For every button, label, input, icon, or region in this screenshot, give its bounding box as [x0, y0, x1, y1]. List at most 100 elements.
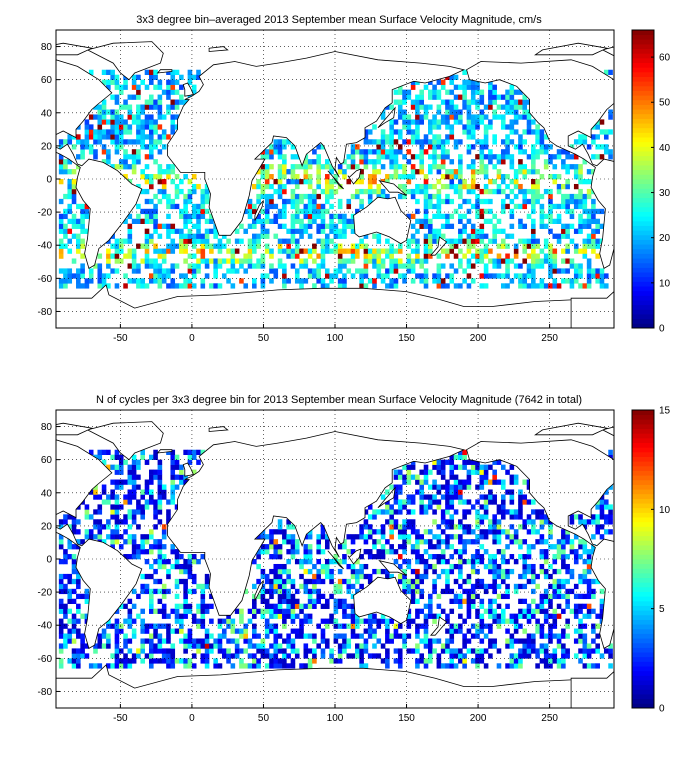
bin-cell	[140, 494, 146, 500]
bin-cell	[526, 603, 532, 609]
bin-cell	[582, 613, 588, 619]
bin-cell	[402, 583, 407, 590]
bin-cell	[153, 633, 158, 639]
bin-cell	[548, 663, 553, 669]
bin-cell	[294, 243, 300, 249]
bin-cell	[475, 464, 480, 470]
bin-cell	[170, 608, 176, 614]
bin-cell	[552, 253, 558, 259]
bin-cell	[513, 653, 519, 659]
bin-cell	[67, 179, 73, 185]
bin-cell	[428, 144, 433, 150]
bin-cell	[509, 124, 515, 130]
bin-cell	[161, 608, 167, 614]
bin-cell	[552, 613, 558, 619]
bin-cell	[449, 469, 455, 475]
bin-cell	[591, 514, 596, 520]
bin-cell	[140, 278, 146, 284]
bin-cell	[466, 99, 472, 105]
bin-cell	[166, 568, 171, 575]
bin-cell	[140, 134, 146, 140]
bin-cell	[179, 99, 184, 105]
bin-cell	[213, 268, 218, 274]
bin-cell	[505, 638, 510, 644]
bin-cell	[131, 484, 137, 490]
bin-cell	[462, 268, 467, 274]
bin-cell	[565, 179, 570, 185]
bin-cell	[453, 169, 459, 175]
bin-cell	[277, 248, 283, 254]
bin-cell	[333, 658, 339, 664]
bin-cell	[76, 573, 81, 580]
bin-cell	[423, 183, 429, 190]
bin-cell	[106, 69, 111, 75]
bin-cell	[573, 183, 579, 190]
bin-cell	[462, 94, 467, 100]
bin-cell	[127, 124, 133, 130]
bin-cell	[548, 273, 553, 279]
bin-cell	[136, 283, 141, 289]
bin-cell	[140, 608, 146, 614]
bin-cell	[88, 268, 94, 274]
bin-cell	[449, 474, 455, 480]
bin-cell	[462, 479, 467, 485]
bin-cell	[419, 159, 425, 165]
bin-cell	[419, 588, 425, 595]
bin-cell	[475, 104, 480, 110]
bin-cell	[415, 479, 420, 485]
bin-cell	[213, 243, 218, 249]
bin-cell	[561, 248, 566, 254]
bin-cell	[101, 633, 107, 639]
bin-cell	[355, 534, 360, 540]
bin-cell	[191, 559, 197, 565]
bin-cell	[565, 169, 570, 175]
bin-cell	[88, 149, 94, 155]
bin-cell	[264, 248, 270, 254]
bin-cell	[479, 618, 485, 624]
bin-cell	[428, 554, 433, 560]
bin-cell	[526, 643, 532, 649]
bin-cell	[204, 648, 210, 654]
bin-cell	[307, 529, 313, 535]
bin-cell	[329, 183, 334, 190]
bin-cell	[286, 663, 291, 669]
bin-cell	[294, 539, 300, 545]
bin-cell	[376, 149, 382, 155]
bin-cell	[419, 278, 425, 284]
bin-cell	[286, 643, 291, 649]
bin-cell	[273, 648, 279, 654]
colorbar-segment	[632, 489, 654, 495]
bin-cell	[144, 653, 150, 659]
bin-cell	[256, 238, 261, 244]
bin-cell	[586, 208, 592, 215]
bin-cell	[63, 243, 68, 249]
bin-cell	[548, 174, 553, 180]
bin-cell	[290, 223, 296, 229]
bin-cell	[402, 519, 407, 525]
bin-cell	[136, 154, 141, 160]
bin-cell	[149, 494, 154, 500]
bin-cell	[428, 499, 433, 505]
bin-cell	[406, 559, 412, 565]
bin-cell	[389, 154, 394, 160]
bin-cell	[170, 544, 176, 550]
bin-cell	[397, 469, 403, 475]
bin-cell	[320, 213, 326, 220]
bin-cell	[483, 623, 489, 629]
bin-cell	[209, 593, 214, 600]
bin-cell	[123, 253, 128, 259]
bin-cell	[342, 273, 347, 279]
bin-cell	[286, 588, 291, 595]
bin-cell	[131, 588, 137, 595]
bin-cell	[402, 119, 407, 125]
bin-cell	[423, 663, 429, 669]
bin-cell	[406, 174, 412, 180]
bin-cell	[149, 573, 154, 580]
bin-cell	[106, 623, 111, 629]
bin-cell	[333, 608, 339, 614]
bin-cell	[97, 494, 103, 500]
bin-cell	[535, 539, 540, 545]
bin-cell	[380, 568, 386, 575]
bin-cell	[483, 563, 489, 570]
bin-cell	[436, 484, 442, 490]
